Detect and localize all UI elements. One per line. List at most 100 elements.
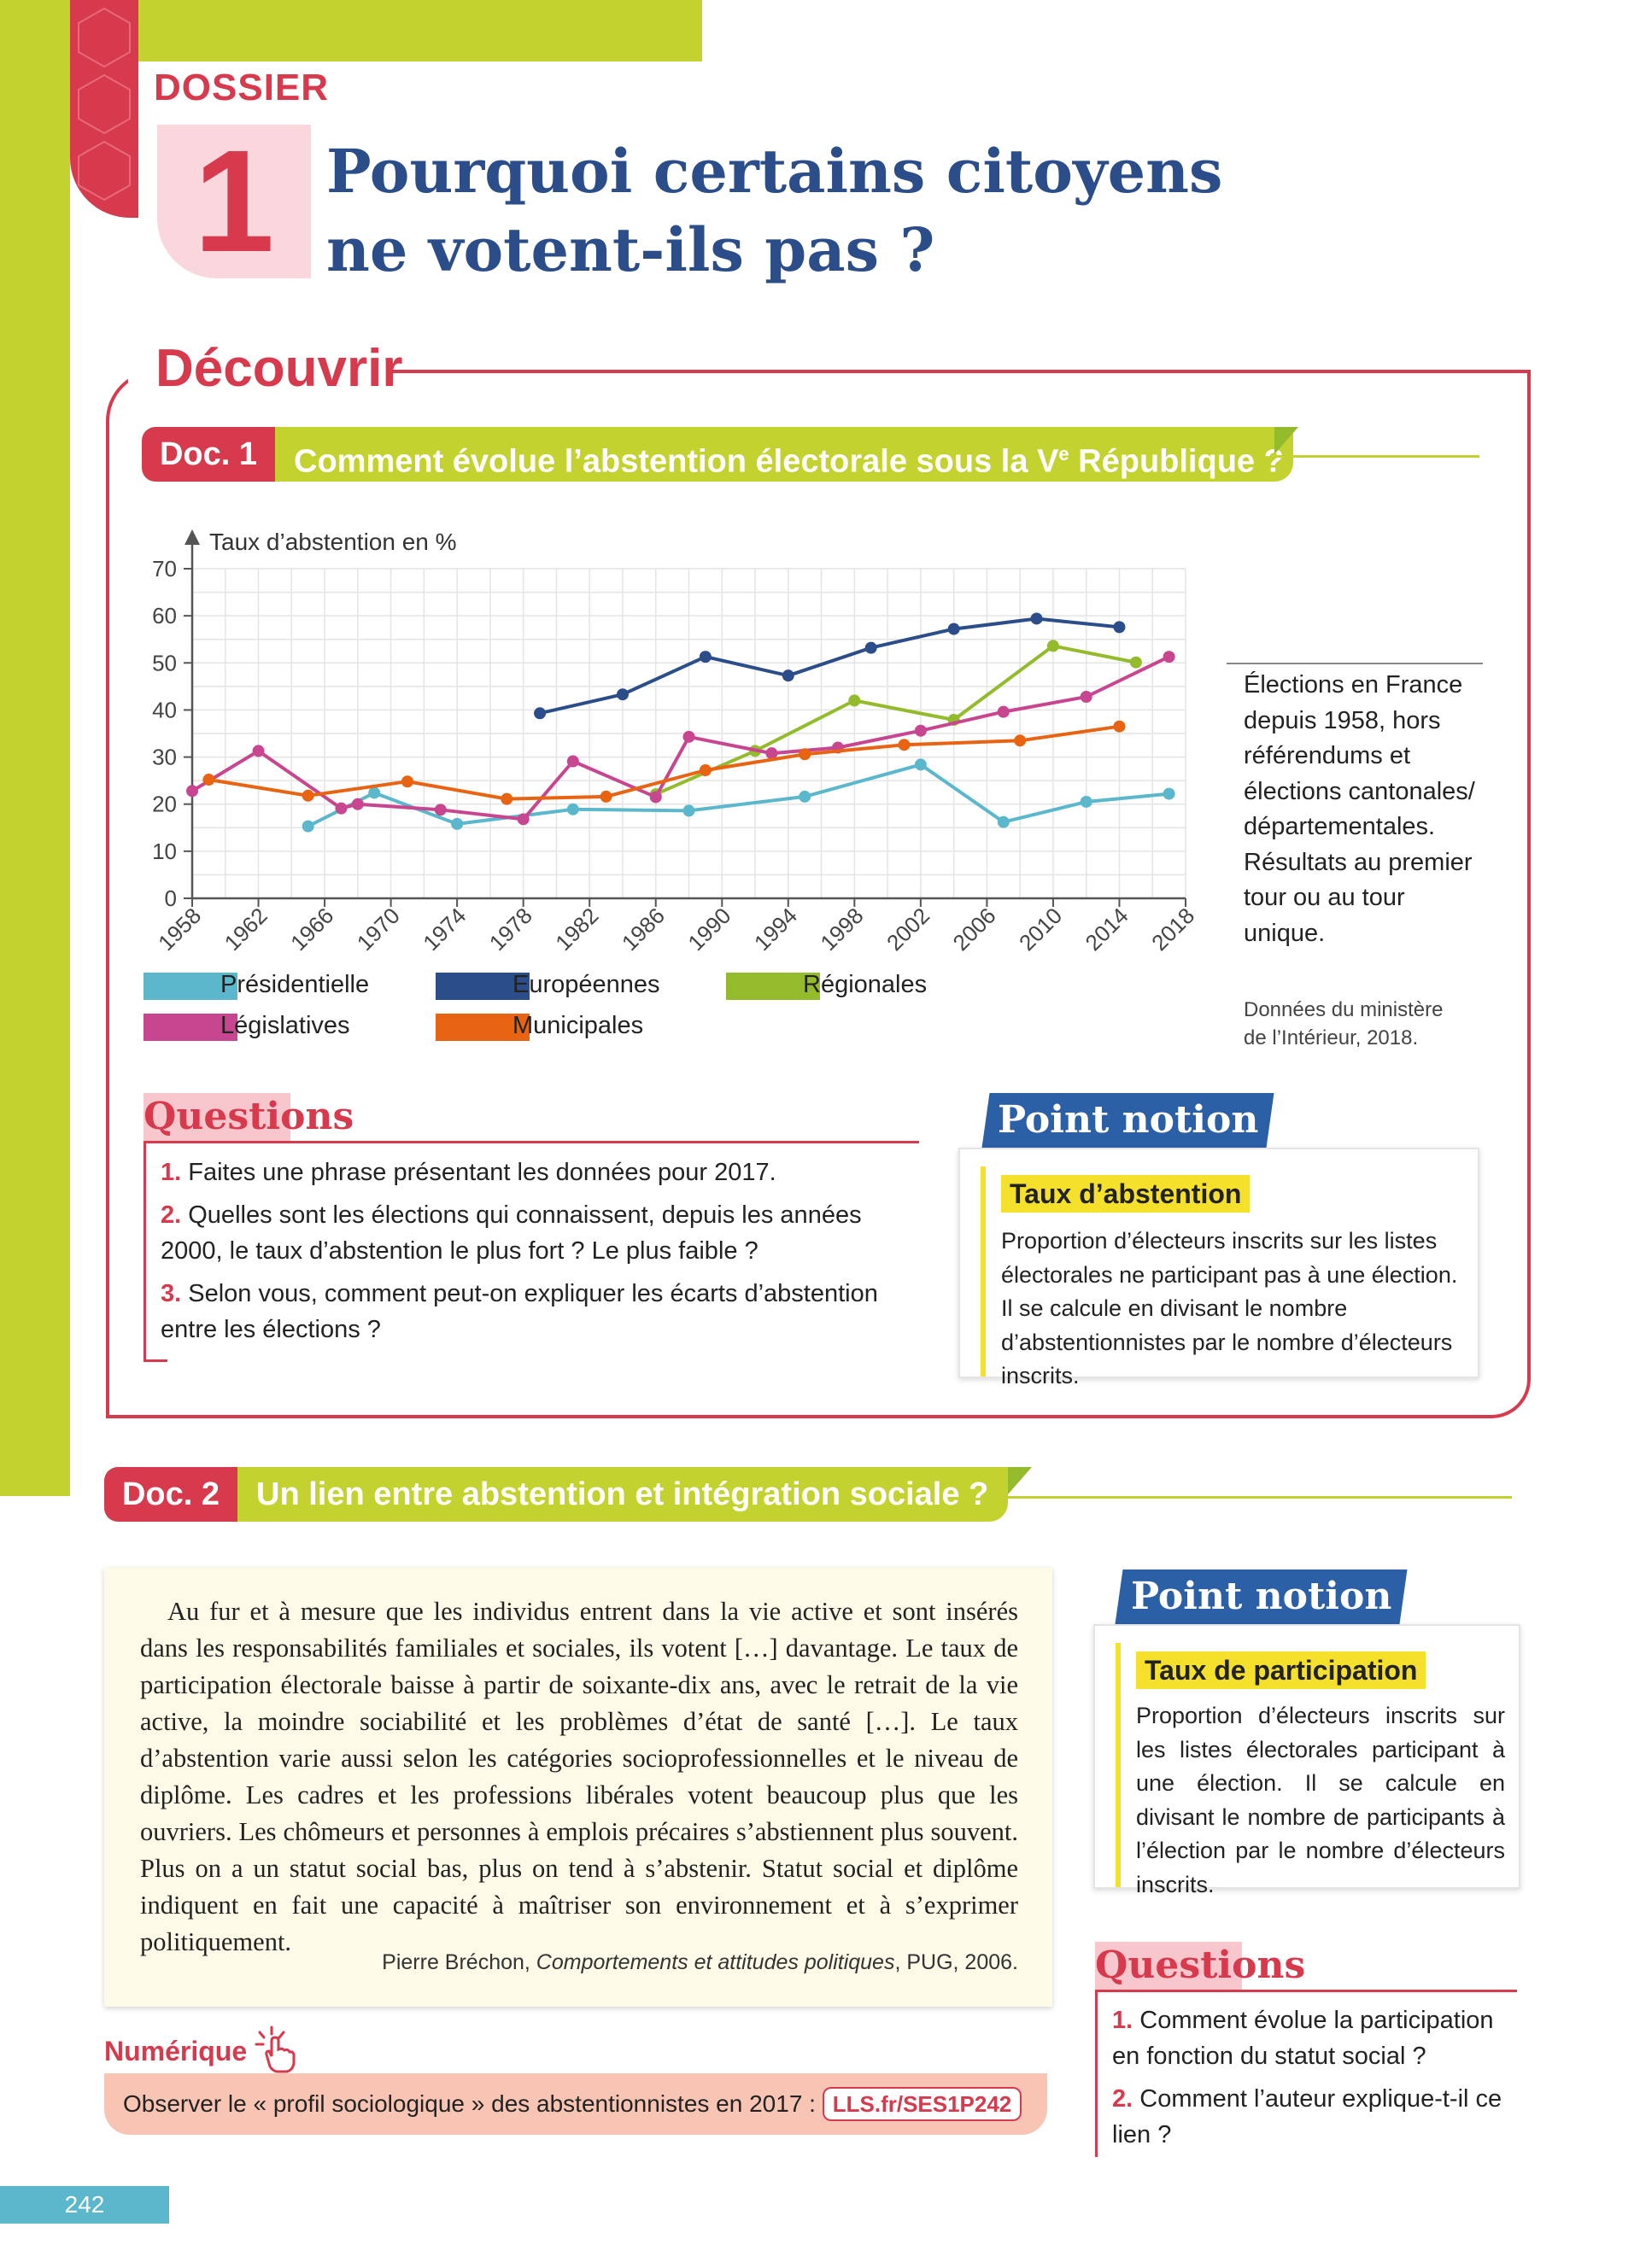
questions1-highlight [144, 1093, 290, 1141]
series-line-2 [654, 644, 1137, 796]
point-notion2-box: Taux de participation Proportion d’élect… [1093, 1624, 1520, 1897]
x-tick-label: 1982 [550, 903, 603, 956]
data-point [765, 747, 778, 760]
questions2-list: 1. Comment évolue la participation en fo… [1112, 2002, 1514, 2153]
y-tick-label: 50 [152, 650, 177, 675]
x-tick-label: 2018 [1146, 903, 1199, 956]
questions2-rule [1095, 1990, 1517, 1992]
page-title-line2: ne votent-ils pas ? [326, 214, 935, 285]
legend-label-europeennes: Européennes [512, 971, 660, 998]
data-point [1163, 651, 1175, 663]
point-notion2-bar [1116, 1643, 1121, 1887]
data-point [682, 804, 695, 817]
data-point [566, 803, 579, 815]
left-color-band [0, 0, 70, 1496]
legend-swatch-legislatives [144, 1014, 237, 1041]
legend-label-regionales: Régionales [803, 971, 928, 998]
doc1-title-main: Comment évolue l’abstention électorale s… [294, 443, 1059, 480]
data-point [1113, 720, 1126, 733]
chart-side-note: Élections en France depuis 1958, hors ré… [1244, 671, 1475, 947]
discover-heading-background [128, 335, 393, 403]
point-notion1-bar [981, 1166, 986, 1377]
page-title: Pourquoi certains citoyens ne votent-ils… [326, 132, 1351, 289]
data-point [848, 694, 861, 707]
legend-label-legislatives: Législatives [220, 1012, 350, 1039]
doc2-title: Un lien entre abstention et intégration … [237, 1467, 1008, 1522]
doc2-tag: Doc. 2 [104, 1467, 237, 1522]
data-point [914, 758, 927, 771]
data-point [1113, 621, 1126, 634]
numerique-label: Numérique [104, 2036, 248, 2066]
question2-1-item: 1. Comment évolue la participation en fo… [1112, 2002, 1514, 2074]
point-notion2-tag: Point notion [1115, 1569, 1408, 1624]
x-tick-label: 1958 [153, 903, 206, 956]
questions1-left-bar [144, 1141, 146, 1361]
point-notion1-term: Taux d’abstention [1001, 1175, 1250, 1213]
doc1-title: Comment évolue l’abstention électorale s… [275, 427, 1293, 482]
legend-swatch-municipales [436, 1014, 530, 1041]
data-point [401, 775, 413, 788]
legend-swatch-regionales [726, 973, 820, 1000]
chart-source-line1: Données du ministère [1244, 998, 1444, 1021]
doc1-title-corner [1274, 427, 1298, 454]
y-tick-label: 0 [165, 886, 177, 911]
quote-source: Pierre Bréchon, Comportements et attitud… [140, 1950, 1018, 1975]
y-tick-label: 40 [152, 697, 177, 722]
x-tick-label: 1962 [220, 903, 272, 956]
questions1-list: 1. Faites une phrase présentant les donn… [161, 1154, 912, 1347]
discover-frame [106, 370, 1531, 1418]
data-point [914, 724, 927, 737]
question3-item: 3. Selon vous, comment peut-on expliquer… [161, 1276, 912, 1347]
pointer-hand-icon [253, 2024, 304, 2075]
numerique-text: Observer le « profil sociologique » des … [123, 2090, 823, 2117]
chart-source-line2: de l’Intérieur, 2018. [1244, 1026, 1419, 1049]
doc1-tag: Doc. 1 [142, 427, 275, 482]
x-tick-label: 1994 [749, 903, 802, 956]
data-point [600, 790, 612, 803]
legend-swatch-europeennes [436, 973, 530, 1000]
questions1-heading: Questions [144, 1095, 354, 1138]
legend-swatch-presidentielle [144, 973, 237, 1000]
top-color-strip [70, 0, 702, 61]
doc1-title-rule [1274, 455, 1479, 458]
x-tick-label: 1974 [418, 903, 471, 956]
y-tick-label: 30 [152, 745, 177, 770]
data-point [302, 789, 314, 802]
question3-number: 3. [161, 1280, 182, 1307]
doc2-title-corner [1008, 1467, 1032, 1494]
question2-1-text: Comment évolue la participation en fonct… [1112, 2007, 1494, 2070]
x-tick-label: 2010 [1014, 903, 1067, 956]
question2-2-item: 2. Comment l’auteur explique-t-il ce lie… [1112, 2081, 1514, 2153]
data-point [947, 623, 960, 635]
data-point [997, 815, 1010, 828]
point-notion1-tag-text: Point notion [998, 1098, 1259, 1142]
point-notion1-tag: Point notion [981, 1093, 1274, 1148]
numerique-link[interactable]: LLS.fr/SES1P242 [822, 2087, 1022, 2121]
x-tick-label: 1978 [484, 903, 537, 956]
data-point [682, 730, 695, 743]
point-notion2-term: Taux de participation [1136, 1651, 1426, 1689]
data-point [997, 705, 1010, 718]
y-axis-arrow [184, 529, 200, 545]
series-line-0 [307, 763, 1169, 828]
questions2-heading: Questions [1095, 1944, 1306, 1987]
hexagon-pattern-corner [70, 0, 138, 218]
data-point [616, 688, 629, 701]
data-point [1046, 640, 1059, 652]
data-point [434, 804, 447, 816]
dossier-number-box [157, 125, 311, 278]
chart-source: Données du ministère de l’Intérieur, 201… [1244, 996, 1500, 1052]
dossier-label: DOSSIER [154, 67, 330, 108]
point-notion1-text: Proportion d’électeurs inscrits sur les … [1001, 1228, 1458, 1388]
y-tick-label: 60 [152, 603, 177, 628]
question1-item: 1. Faites une phrase présentant les donn… [161, 1154, 912, 1190]
data-point [782, 669, 794, 682]
data-point [699, 651, 712, 663]
data-point [1080, 795, 1092, 808]
question2-number: 2. [161, 1201, 182, 1229]
series-line-1 [539, 617, 1120, 716]
quote-box: Au fur et à mesure que les individus ent… [104, 1568, 1052, 2007]
data-point [202, 774, 215, 786]
data-point [1129, 656, 1142, 669]
